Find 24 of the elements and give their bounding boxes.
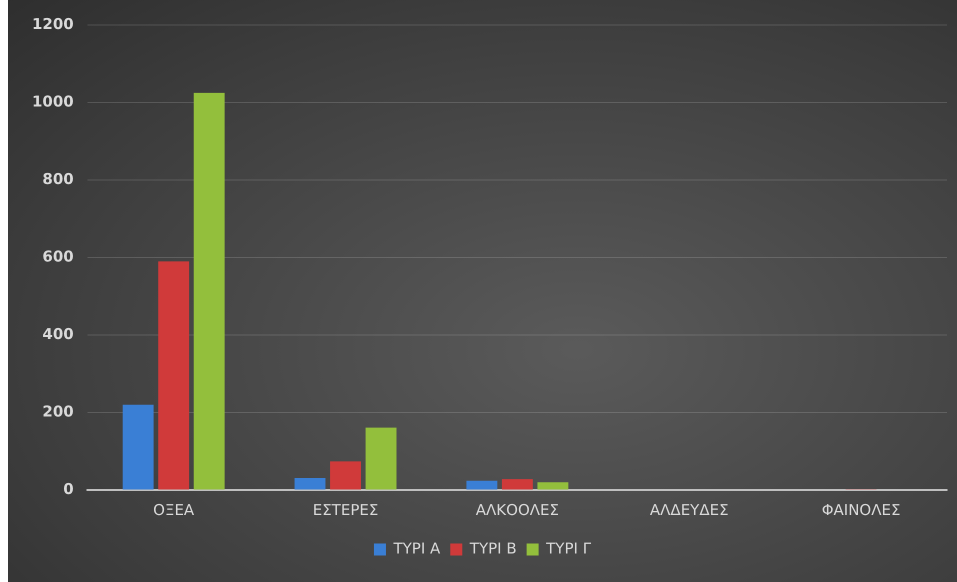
bar bbox=[537, 482, 568, 490]
bar bbox=[502, 479, 533, 490]
x-tick-label: ΑΛΚΟΟΛΕΣ bbox=[476, 500, 559, 519]
legend-label: ΤΥΡΙ Β bbox=[468, 539, 517, 558]
bar bbox=[122, 404, 154, 490]
y-tick-label: 200 bbox=[42, 402, 74, 420]
x-tick-label: ΕΣΤΕΡΕΣ bbox=[312, 500, 378, 519]
x-tick-label: ΟΞΕΑ bbox=[153, 500, 195, 519]
y-tick-label: 1000 bbox=[32, 92, 74, 110]
y-tick-label: 800 bbox=[42, 170, 74, 188]
bar bbox=[158, 261, 190, 490]
bar bbox=[294, 478, 326, 490]
bar bbox=[194, 92, 225, 490]
bar bbox=[330, 461, 361, 490]
y-tick-label: 1200 bbox=[32, 14, 74, 33]
legend-label: ΤΥΡΙ Γ bbox=[545, 539, 592, 558]
x-tick-label: ΑΛΔΕΥΔΕΣ bbox=[650, 500, 729, 519]
y-tick-label: 400 bbox=[42, 324, 74, 343]
y-tick-label: 0 bbox=[63, 480, 74, 498]
x-tick-label: ΦΑΙΝΟΛΕΣ bbox=[822, 500, 900, 519]
legend-label: ΤΥΡΙ Α bbox=[392, 539, 442, 558]
y-tick-label: 600 bbox=[42, 247, 74, 266]
bar bbox=[466, 480, 498, 490]
bar bbox=[366, 428, 396, 490]
